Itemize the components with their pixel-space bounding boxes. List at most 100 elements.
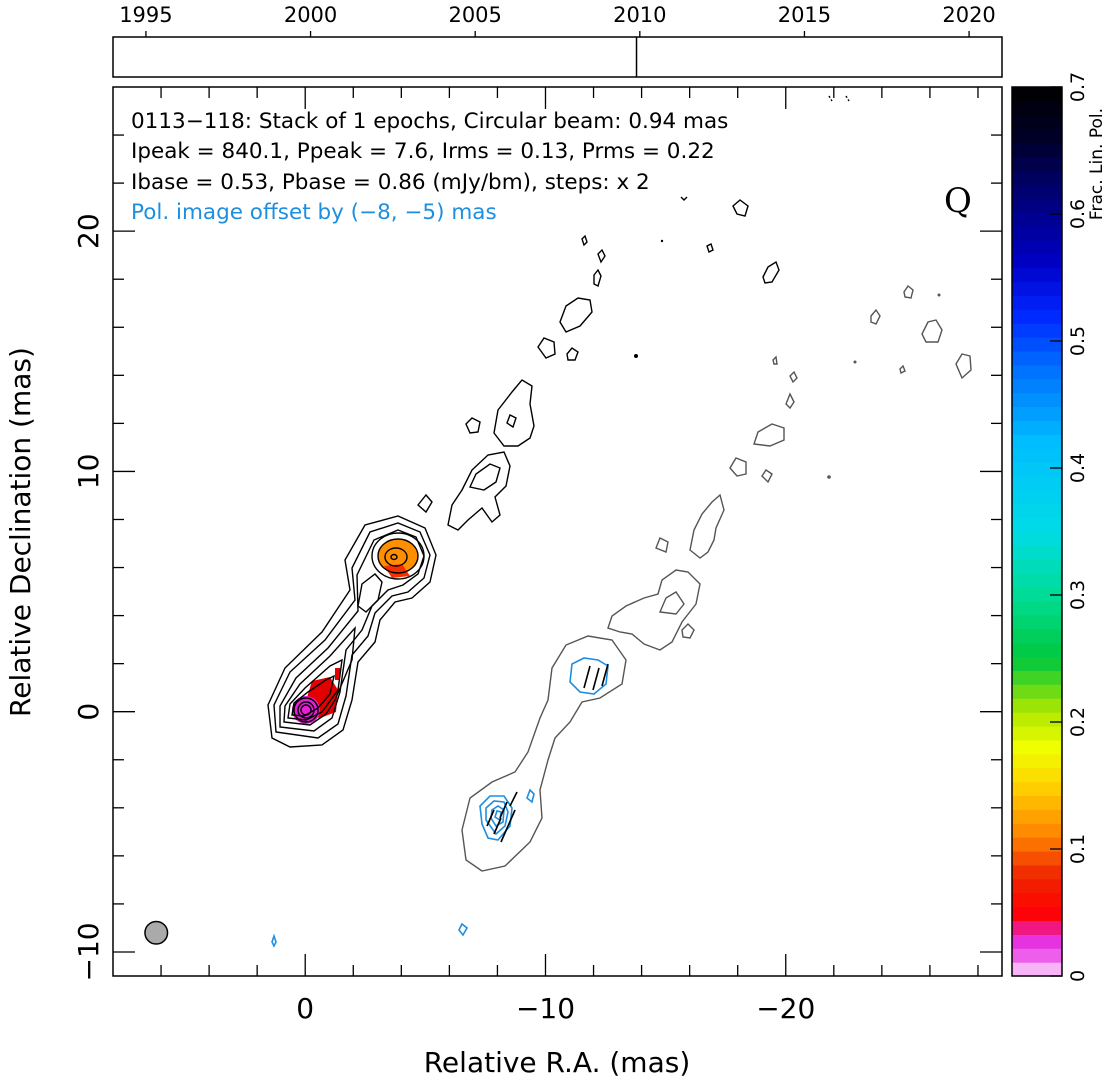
x-tick-label: −10 bbox=[516, 992, 575, 1025]
colorbar-step bbox=[1012, 434, 1062, 449]
colorbar-frame bbox=[1011, 86, 1063, 977]
annotation-line-1: 0113−118: Stack of 1 epochs, Circular be… bbox=[131, 109, 728, 134]
y-tick-label: 10 bbox=[72, 454, 105, 490]
colorbar-step bbox=[1012, 517, 1062, 533]
cg-dot-3 bbox=[827, 475, 831, 479]
colorbar-step bbox=[1012, 448, 1062, 463]
colorbar-step bbox=[1012, 128, 1062, 144]
colorbar-step bbox=[1012, 337, 1062, 352]
colorbar-step bbox=[1012, 892, 1062, 908]
colorbar-step bbox=[1012, 878, 1062, 894]
colorbar-step bbox=[1012, 462, 1062, 477]
colorbar-step bbox=[1012, 475, 1062, 491]
colorbar-step bbox=[1012, 212, 1062, 227]
colorbar-step bbox=[1012, 503, 1062, 519]
colorbar-step bbox=[1012, 739, 1062, 755]
y-axis-label: Relative Declination (mas) bbox=[4, 347, 37, 717]
colorbar-label: Frac. Lin. Pol. bbox=[1087, 108, 1107, 220]
ci-dot-1 bbox=[634, 354, 638, 358]
colorbar-step bbox=[1012, 684, 1062, 699]
colorbar-step bbox=[1012, 295, 1062, 310]
colorbar-step bbox=[1012, 725, 1062, 741]
colorbar-step bbox=[1012, 378, 1062, 394]
colorbar-step bbox=[1012, 309, 1062, 324]
colorbar-step bbox=[1012, 698, 1062, 713]
timeline-frame bbox=[112, 36, 1003, 78]
core-pol-pixel bbox=[335, 668, 340, 680]
colorbar-tick-label: 0.3 bbox=[1067, 580, 1089, 610]
shifted-intensity-contours bbox=[461, 284, 972, 872]
colorbar-tick-label: 0.4 bbox=[1067, 453, 1089, 483]
polarized-intensity-contours bbox=[271, 657, 609, 948]
colorbar-step bbox=[1012, 142, 1062, 158]
colorbar-step bbox=[1012, 614, 1062, 630]
colorbar-step bbox=[1012, 906, 1062, 922]
timeline-tick-label: 1995 bbox=[119, 3, 172, 27]
colorbar-step bbox=[1012, 767, 1062, 783]
colorbar-step bbox=[1012, 920, 1062, 935]
colorbar-step bbox=[1012, 628, 1062, 644]
contour-layers bbox=[144, 95, 972, 948]
colorbar-step bbox=[1012, 489, 1062, 505]
total-intensity-contours bbox=[267, 95, 850, 748]
colorbar-step bbox=[1012, 364, 1062, 380]
colorbar-step bbox=[1012, 850, 1062, 866]
colorbar-step bbox=[1012, 267, 1062, 283]
evpa-vectors bbox=[486, 663, 609, 843]
colorbar-step bbox=[1012, 795, 1062, 810]
colorbar-step bbox=[1012, 239, 1062, 255]
colorbar-tick-label: 0.1 bbox=[1067, 834, 1089, 864]
timeline-tick-label: 2015 bbox=[778, 3, 831, 27]
colorbar-step bbox=[1012, 781, 1062, 797]
timeline-tick-label: 2005 bbox=[448, 3, 501, 27]
colorbar-step bbox=[1012, 225, 1062, 241]
colorbar-step bbox=[1012, 406, 1062, 421]
colorbar-step bbox=[1012, 253, 1062, 269]
timeline-tick-label: 2010 bbox=[613, 3, 666, 27]
timeline-tick-label: 2000 bbox=[284, 3, 337, 27]
colorbar-step bbox=[1012, 114, 1062, 130]
colorbar-step bbox=[1012, 642, 1062, 658]
colorbar-step bbox=[1012, 934, 1062, 949]
colorbar-tick-label: 0.5 bbox=[1067, 326, 1089, 356]
colorbar-step bbox=[1012, 823, 1062, 838]
colorbar-step bbox=[1012, 100, 1062, 116]
colorbar-step bbox=[1012, 670, 1062, 685]
colorbar-step bbox=[1012, 753, 1062, 769]
colorbar-tick-label: 0.6 bbox=[1067, 199, 1089, 229]
timeline-tick-label: 2020 bbox=[942, 3, 995, 27]
colorbar-step bbox=[1012, 809, 1062, 824]
knot-pol-edge bbox=[384, 564, 410, 578]
x-tick-label: 0 bbox=[296, 992, 314, 1025]
annotation-offset-note: Pol. image offset by (−8, −5) mas bbox=[131, 200, 497, 225]
colorbar-step bbox=[1012, 948, 1062, 963]
colorbar-step bbox=[1012, 184, 1062, 199]
map-panel: 0 −10 −20 −10 0 10 20 0113−118: Stack of 1 epo… bbox=[4, 86, 1003, 1079]
colorbar-step bbox=[1012, 350, 1062, 366]
colorbar-step bbox=[1012, 600, 1062, 616]
colorbar-step bbox=[1012, 962, 1062, 977]
cg-dot-2 bbox=[853, 360, 857, 364]
annotation-line-3: Ibase = 0.53, Pbase = 0.86 (mJy/bm), ste… bbox=[131, 170, 650, 195]
x-tick-label: −20 bbox=[756, 992, 815, 1025]
y-tick-label: −10 bbox=[72, 922, 105, 981]
colorbar-step bbox=[1012, 864, 1062, 880]
colorbar-tick-label: 0.7 bbox=[1067, 72, 1089, 102]
axis-ticks: 0 −10 −20 −10 0 10 20 bbox=[72, 87, 1002, 1025]
y-tick-label: 20 bbox=[72, 213, 105, 249]
plot-frame bbox=[112, 86, 1003, 977]
colorbar-step bbox=[1012, 587, 1062, 602]
ci-dot-2 bbox=[660, 239, 664, 243]
colorbar-step bbox=[1012, 392, 1062, 408]
colorbar-step bbox=[1012, 837, 1062, 852]
knot-pol-patch bbox=[378, 539, 418, 573]
colorbar-step bbox=[1012, 712, 1062, 727]
annotation-line-2: Ipeak = 840.1, Ppeak = 7.6, Irms = 0.13,… bbox=[131, 139, 715, 164]
epoch-timeline: 1995 2000 2005 2010 2015 2020 bbox=[112, 3, 1003, 78]
colorbar-step bbox=[1012, 420, 1062, 435]
colorbar-step bbox=[1012, 170, 1062, 185]
colorbar-step bbox=[1012, 656, 1062, 672]
colorbar-tick-label: 0.2 bbox=[1067, 707, 1089, 737]
x-axis-label: Relative R.A. (mas) bbox=[424, 1046, 691, 1079]
colorbar-tick-label: 0 bbox=[1067, 970, 1089, 982]
